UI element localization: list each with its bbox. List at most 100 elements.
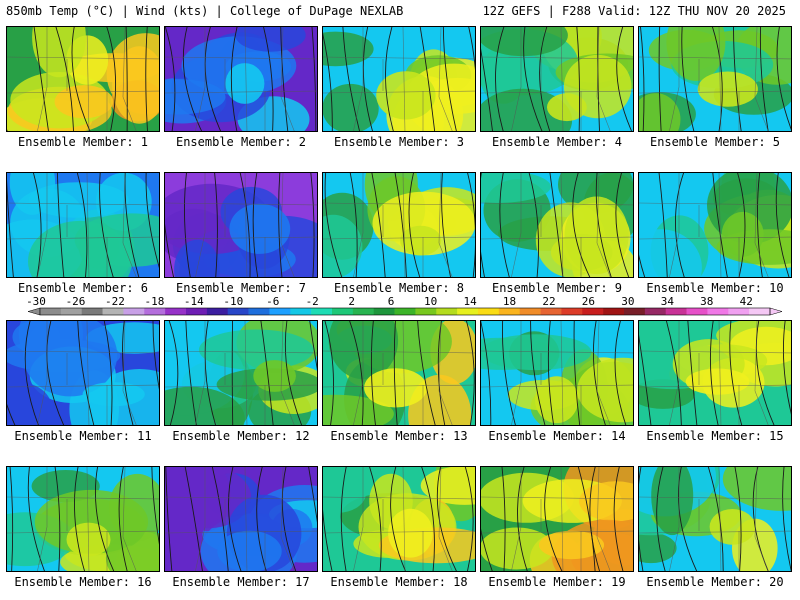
ensemble-map-2 <box>164 26 318 132</box>
ensemble-map-20 <box>638 466 792 572</box>
ensemble-map-3 <box>322 26 476 132</box>
ensemble-map-8 <box>322 172 476 278</box>
colorbar-swatch <box>144 308 166 315</box>
ensemble-member-label: Ensemble Member: 20 <box>646 575 784 589</box>
temperature-field <box>7 467 159 571</box>
ensemble-map-7 <box>164 172 318 278</box>
colorbar-swatch <box>561 308 583 315</box>
temperature-field <box>323 321 475 425</box>
colorbar-swatch <box>227 308 249 315</box>
temperature-field <box>639 173 791 277</box>
ensemble-map-9 <box>480 172 634 278</box>
ensemble-map-16 <box>6 466 160 572</box>
temperature-field <box>165 321 317 425</box>
colorbar-tick-label: 2 <box>348 296 355 308</box>
colorbar-right-arrow <box>769 307 783 316</box>
temperature-field <box>7 321 159 425</box>
colorbar-swatch <box>665 308 687 315</box>
model-run-info: 12Z GEFS | F288 Valid: 12Z THU NOV 20 20… <box>482 4 786 18</box>
colorbar-swatch <box>582 308 604 315</box>
ensemble-member-label: Ensemble Member: 14 <box>488 429 626 443</box>
colorbar-swatch <box>707 308 729 315</box>
ensemble-member-label: Ensemble Member: 18 <box>330 575 468 589</box>
temperature-field <box>7 173 159 277</box>
colorbar-tick-label: -18 <box>144 296 164 308</box>
colorbar-tick-label: 42 <box>740 296 753 308</box>
temperature-field <box>165 173 317 277</box>
colorbar-swatch <box>728 308 750 315</box>
ensemble-member-label: Ensemble Member: 7 <box>175 281 307 295</box>
ensemble-member-label: Ensemble Member: 11 <box>14 429 152 443</box>
colorbar-swatch <box>373 308 395 315</box>
colorbar-tick-label: 18 <box>503 296 516 308</box>
colorbar-swatch <box>519 308 541 315</box>
colorbar-swatch <box>603 308 625 315</box>
ensemble-member-label: Ensemble Member: 2 <box>175 135 307 149</box>
colorbar-tick-label: 6 <box>388 296 395 308</box>
colorbar-swatch <box>624 308 646 315</box>
colorbar-swatch <box>644 308 667 315</box>
ensemble-map-5 <box>638 26 792 132</box>
ensemble-member-label: Ensemble Member: 6 <box>17 281 149 295</box>
colorbar-swatch <box>248 308 270 315</box>
ensemble-member-label: Ensemble Member: 5 <box>649 135 781 149</box>
colorbar-left-arrow <box>27 307 41 316</box>
temperature-colorbar: -30 -26 -22 -18 -14 -10 -6 -2 2 6 10 14 18 22 26 30 34 38… <box>26 296 783 316</box>
colorbar-tick-label: 10 <box>424 296 437 308</box>
colorbar-swatch <box>311 308 333 315</box>
temperature-field <box>481 467 633 571</box>
colorbar-tick-label: -22 <box>105 296 125 308</box>
ensemble-map-17 <box>164 466 318 572</box>
colorbar-swatch <box>332 308 354 315</box>
ensemble-map-19 <box>480 466 634 572</box>
ensemble-map-12 <box>164 320 318 426</box>
ensemble-member-label: Ensemble Member: 1 <box>17 135 149 149</box>
ensemble-member-label: Ensemble Member: 17 <box>172 575 310 589</box>
colorbar-tick-label: 38 <box>700 296 713 308</box>
map-title: 850mb Temp (°C) | Wind (kts) | College o… <box>6 4 404 18</box>
colorbar-tick-label: -6 <box>266 296 279 308</box>
ensemble-map-11 <box>6 320 160 426</box>
colorbar-tick-label: 30 <box>621 296 634 308</box>
ensemble-map-14 <box>480 320 634 426</box>
colorbar-swatch <box>186 308 208 315</box>
temperature-field <box>323 173 475 277</box>
colorbar-swatch <box>206 308 229 315</box>
colorbar-swatch <box>102 308 124 315</box>
colorbar-swatch <box>749 308 771 315</box>
temperature-field <box>481 173 633 277</box>
colorbar-tick-label: -26 <box>66 296 86 308</box>
colorbar-swatch <box>498 308 521 315</box>
colorbar-swatch <box>40 308 62 315</box>
temperature-field <box>165 467 317 571</box>
temperature-field <box>7 27 159 131</box>
ensemble-member-label: Ensemble Member: 9 <box>491 281 623 295</box>
colorbar-tick-label: 14 <box>463 296 477 308</box>
ensemble-member-label: Ensemble Member: 10 <box>646 281 784 295</box>
colorbar-swatch <box>123 308 145 315</box>
colorbar-swatch <box>478 308 500 315</box>
ensemble-map-13 <box>322 320 476 426</box>
colorbar-tick-label: 34 <box>661 296 675 308</box>
temperature-field <box>481 27 633 131</box>
temperature-field <box>639 467 791 571</box>
colorbar-swatch <box>352 308 375 315</box>
colorbar-swatch <box>81 308 103 315</box>
colorbar-tick-label: -10 <box>223 296 243 308</box>
ensemble-map-18 <box>322 466 476 572</box>
colorbar-swatch <box>436 308 458 315</box>
temperature-field <box>481 321 633 425</box>
temperature-field <box>639 27 791 131</box>
temperature-field <box>323 27 475 131</box>
colorbar-swatch <box>165 308 187 315</box>
colorbar-swatch <box>269 308 291 315</box>
ensemble-member-label: Ensemble Member: 4 <box>491 135 623 149</box>
colorbar-swatch <box>60 308 83 315</box>
colorbar-tick-label: 26 <box>582 296 595 308</box>
ensemble-member-label: Ensemble Member: 3 <box>333 135 465 149</box>
colorbar-tick-label: -30 <box>26 296 46 308</box>
ensemble-member-label: Ensemble Member: 12 <box>172 429 310 443</box>
colorbar-swatch <box>290 308 312 315</box>
temperature-field <box>639 321 791 425</box>
ensemble-member-label: Ensemble Member: 19 <box>488 575 626 589</box>
